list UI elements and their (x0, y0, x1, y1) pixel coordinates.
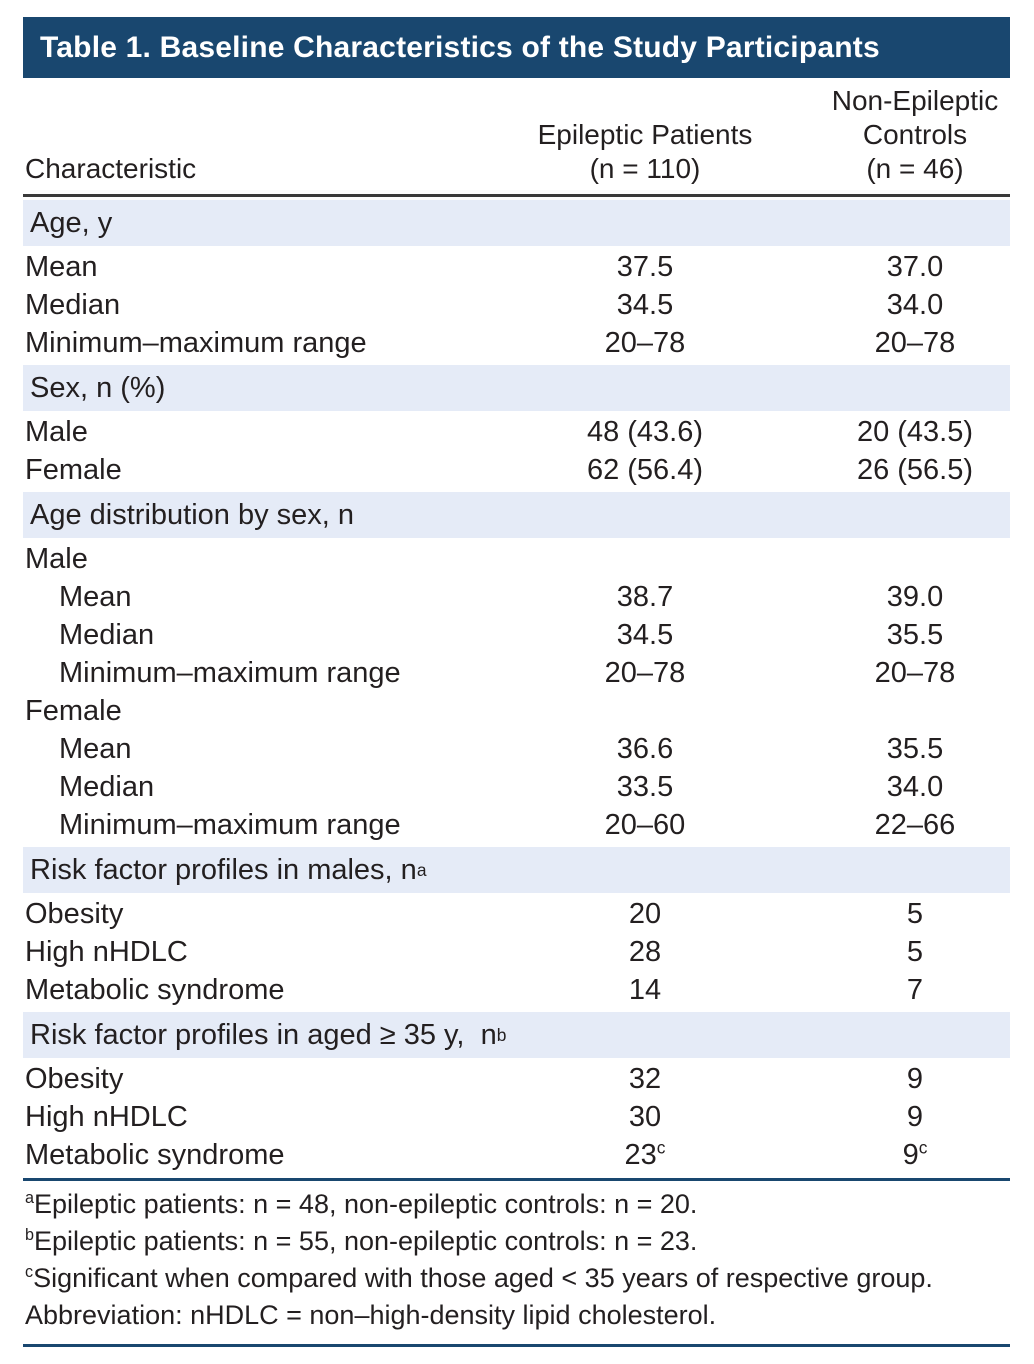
table-bottom-rule (23, 1178, 1010, 1181)
table-row: High nHDLC 28 5 (25, 935, 924, 968)
table-row: Median 34.5 35.5 (59, 618, 944, 651)
table-row: Median 33.5 34.0 (59, 770, 944, 803)
table-row: Metabolic syndrome 14 7 (25, 973, 924, 1006)
table-row: Female (25, 694, 122, 727)
footnote-a: aEpileptic patients: n = 48, non-epilept… (25, 1189, 698, 1219)
table-row: Obesity 20 5 (25, 897, 924, 930)
table-row: Metabolic syndrome 23c 9c (25, 1136, 928, 1171)
column-header-controls: Non-Epileptic Controls (n = 46) (831, 84, 999, 184)
footnote-marker-c: c (656, 1136, 666, 1157)
footnote-abbreviation: Abbreviation: nHDLC = non–high-density l… (25, 1300, 717, 1330)
table-title: Table 1. Baseline Characteristics of the… (40, 30, 880, 64)
baseline-characteristics-table: Table 1. Baseline Characteristics of the… (23, 17, 1010, 1347)
column-header-row: Characteristic Epileptic Patients (n = 1… (23, 78, 1010, 197)
table-row: Median 34.5 34.0 (25, 288, 944, 321)
table-row: Mean 36.6 35.5 (59, 732, 944, 765)
footnote-marker-c: c (918, 1136, 928, 1157)
section-header-sex: Sex, n (%) (23, 365, 1010, 411)
table-title-bar: Table 1. Baseline Characteristics of the… (23, 17, 1010, 78)
table-row: Mean 37.5 37.0 (25, 250, 944, 283)
table-row: Minimum–maximum range 20–78 20–78 (25, 326, 956, 359)
table-row: Male 48 (43.6) 20 (43.5) (25, 415, 974, 448)
table-row: Minimum–maximum range 20–60 22–66 (59, 808, 956, 841)
table-row: Obesity 32 9 (25, 1062, 924, 1095)
footnote-bottom-rule (23, 1344, 1010, 1347)
column-header-characteristic: Characteristic (25, 152, 197, 184)
footnote-b: bEpileptic patients: n = 55, non-epilept… (25, 1226, 698, 1256)
column-header-epileptic: Epileptic Patients (n = 110) (537, 118, 753, 184)
table-row: Minimum–maximum range 20–78 20–78 (59, 656, 956, 689)
section-header-age-distribution: Age distribution by sex, n (23, 492, 1010, 538)
footnote-c: cSignificant when compared with those ag… (25, 1263, 933, 1293)
section-header-age: Age, y (23, 200, 1010, 246)
table-row: Female 62 (56.4) 26 (56.5) (25, 453, 974, 486)
table-row: Male (25, 542, 88, 575)
footnotes: aEpileptic patients: n = 48, non-epilept… (23, 1181, 1010, 1340)
table-row: Mean 38.7 39.0 (59, 580, 944, 613)
table-row: High nHDLC 30 9 (25, 1100, 924, 1133)
